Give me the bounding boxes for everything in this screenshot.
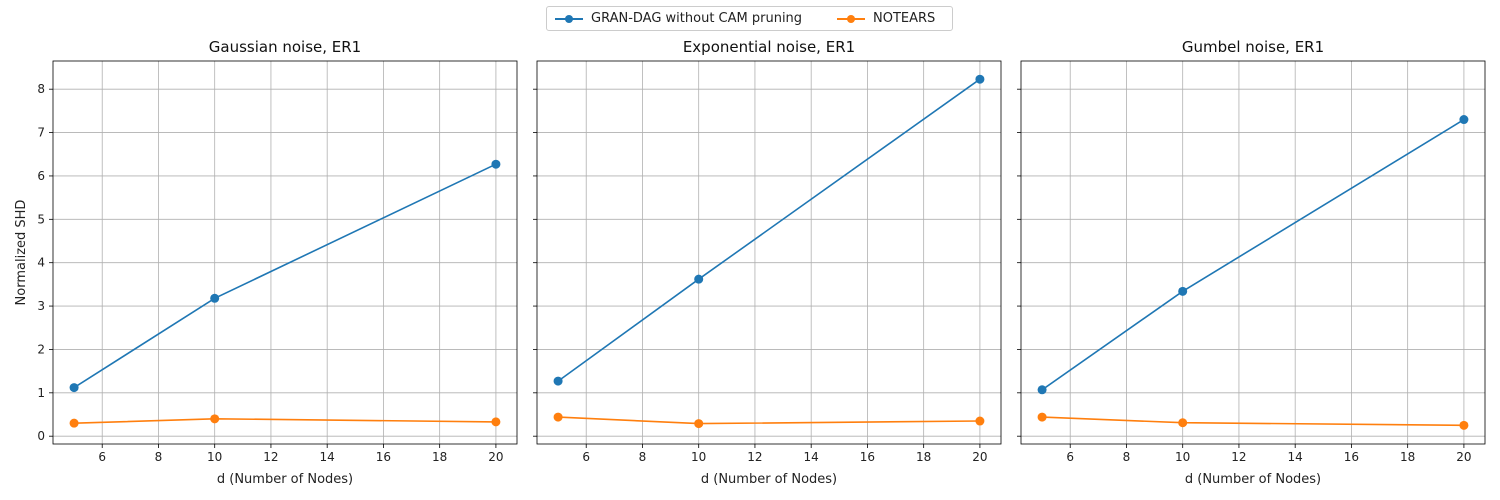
legend-entry-granddag: GRAN-DAG without CAM pruning [555, 7, 802, 30]
y-axis-label: Normalized SHD [14, 200, 29, 306]
series-line-2 [558, 416, 980, 425]
x-tick-label: 8 [155, 450, 163, 464]
x-tick-label: 20 [488, 450, 503, 464]
y-tick-label: 2 [37, 342, 45, 356]
x-axis-label: d (Number of Nodes) [701, 472, 837, 487]
legend-entry-notears: NOTEARS [837, 7, 935, 30]
x-tick-label: 6 [582, 450, 590, 464]
series-1-point [975, 74, 985, 84]
x-tick-label: 16 [1344, 450, 1359, 464]
series-line-2 [74, 417, 496, 424]
series-1-point [1459, 115, 1469, 125]
legend-label-granddag: GRAN-DAG without CAM pruning [591, 11, 803, 26]
x-tick-label: 12 [747, 450, 762, 464]
y-tick-label: 8 [37, 82, 45, 96]
series-1-point [1178, 286, 1188, 296]
panel-title: Gumbel noise, ER1 [1182, 38, 1324, 56]
x-tick-label: 14 [804, 450, 819, 464]
series-line-2 [1042, 416, 1464, 427]
x-tick-label: 8 [639, 450, 647, 464]
series-2-point [553, 412, 563, 422]
panel-title: Gaussian noise, ER1 [209, 38, 361, 56]
series-1-point [694, 274, 704, 284]
x-tick-label: 12 [263, 450, 278, 464]
legend-swatch-notears [837, 7, 865, 30]
series-1-point [491, 159, 501, 169]
x-tick-label: 16 [860, 450, 875, 464]
y-tick-label: 4 [37, 256, 45, 270]
series-2-point [69, 418, 79, 428]
series-line-1 [557, 78, 981, 382]
series-line-1 [73, 163, 497, 389]
y-tick-label: 5 [37, 212, 45, 226]
panel-title: Exponential noise, ER1 [683, 38, 855, 56]
panel-2: 6 8 10 12 14 16 18 20 Exponential noise, ER1 d (N… [533, 38, 1002, 487]
x-tick-label: 10 [207, 450, 222, 464]
x-axis-label: d (Number of Nodes) [1185, 472, 1321, 487]
legend-marker-granddag [565, 15, 573, 23]
x-tick-label: 6 [98, 450, 106, 464]
series-2-point [975, 416, 985, 426]
x-tick-label: 12 [1231, 450, 1246, 464]
series-2-point [1037, 412, 1047, 422]
x-tick-label: 6 [1066, 450, 1074, 464]
panel-3: 6 8 10 12 14 16 18 20 Gumbel noise, ER1 d (Number… [1017, 38, 1486, 487]
x-tick-label: 14 [320, 450, 335, 464]
series-1-point [553, 376, 563, 386]
x-tick-label: 18 [432, 450, 447, 464]
plot-frame [536, 60, 1002, 445]
series-2-point [694, 419, 704, 429]
x-tick-label: 20 [1456, 450, 1471, 464]
series-1-point [210, 293, 220, 303]
y-tick-label: 1 [37, 386, 45, 400]
series-2-point [491, 417, 501, 427]
y-tick-label: 0 [37, 429, 45, 443]
x-tick-label: 20 [972, 450, 987, 464]
y-tick-label: 3 [37, 299, 45, 313]
x-tick-label: 18 [916, 450, 931, 464]
legend: GRAN-DAG without CAM pruning NOTEARS [546, 6, 953, 31]
x-tick-label: 10 [691, 450, 706, 464]
plot-frame [1020, 60, 1486, 445]
series-1-point [1037, 385, 1047, 395]
x-tick-label: 16 [376, 450, 391, 464]
legend-swatch-granddag [555, 7, 583, 30]
x-axis-label: d (Number of Nodes) [217, 472, 353, 487]
x-tick-label: 14 [1288, 450, 1303, 464]
x-tick-label: 8 [1123, 450, 1131, 464]
legend-label-notears: NOTEARS [873, 11, 936, 26]
x-tick-label: 18 [1400, 450, 1415, 464]
series-1-point [69, 383, 79, 393]
legend-marker-notears [847, 15, 855, 23]
series-2-point [1459, 420, 1469, 430]
series-2-point [1178, 418, 1188, 428]
y-tick-label: 6 [37, 169, 45, 183]
series-2-point [210, 414, 220, 424]
plot-frame [52, 60, 518, 445]
y-tick-label: 7 [37, 126, 45, 140]
x-tick-label: 10 [1175, 450, 1190, 464]
